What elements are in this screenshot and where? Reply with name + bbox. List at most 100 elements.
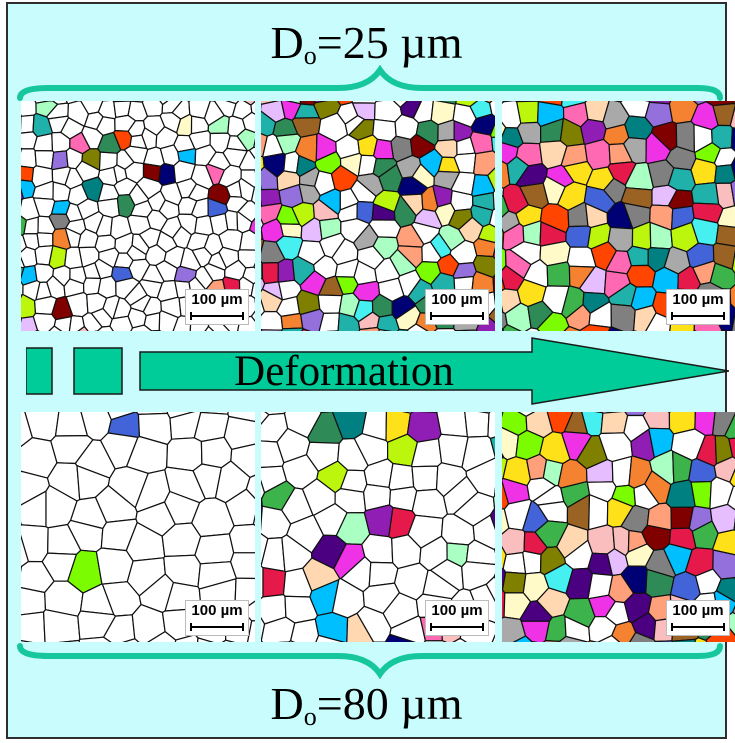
white-grain bbox=[238, 149, 255, 171]
white-grain bbox=[289, 618, 320, 642]
white-grain bbox=[485, 576, 495, 603]
colored-grain bbox=[502, 323, 522, 331]
colored-grain bbox=[281, 327, 304, 331]
micrograph-coarse-stage-1: 100 µm bbox=[21, 412, 255, 642]
colored-grain bbox=[587, 640, 599, 642]
colored-grain bbox=[261, 133, 268, 158]
white-grain bbox=[454, 329, 478, 331]
white-grain bbox=[147, 630, 177, 642]
white-grain bbox=[21, 114, 35, 134]
scale-bar: 100 µm bbox=[425, 600, 489, 636]
colored-grain bbox=[694, 637, 708, 642]
colored-grain bbox=[486, 167, 495, 192]
colored-grain bbox=[515, 101, 540, 124]
colored-grain bbox=[610, 303, 636, 331]
white-grain bbox=[248, 146, 255, 160]
colored-grain bbox=[493, 291, 495, 306]
colored-grain bbox=[363, 504, 394, 538]
white-grain bbox=[524, 327, 541, 331]
white-grain bbox=[261, 310, 284, 331]
white-grain bbox=[436, 412, 469, 438]
colored-grain bbox=[715, 224, 735, 247]
white-grain bbox=[228, 523, 255, 554]
colored-grain bbox=[489, 507, 495, 531]
white-grain bbox=[288, 640, 295, 642]
colored-grain bbox=[690, 157, 718, 186]
white-grain bbox=[247, 620, 255, 642]
colored-grain bbox=[693, 329, 697, 331]
bottom-brace bbox=[17, 643, 723, 680]
white-grain bbox=[96, 325, 114, 331]
micrograph-coarse-stage-3: 100 µm bbox=[502, 412, 735, 642]
colored-grain bbox=[654, 640, 674, 642]
micrograph-fine-stage-2: 100 µm bbox=[261, 101, 495, 331]
colored-grain bbox=[280, 312, 304, 330]
colored-grain bbox=[558, 635, 590, 642]
scale-bar-label: 100 µm bbox=[431, 602, 483, 619]
white-grain bbox=[597, 634, 621, 642]
bottom-grain-size-label: Do=80 µm bbox=[8, 678, 725, 730]
white-grain bbox=[464, 412, 490, 438]
scale-bar-label: 100 µm bbox=[191, 291, 243, 308]
white-grain bbox=[411, 465, 439, 492]
white-grain bbox=[166, 437, 203, 472]
bottom-label-value: =80 µm bbox=[316, 678, 463, 729]
colored-grain bbox=[530, 640, 538, 642]
colored-grain bbox=[626, 245, 649, 267]
colored-grain bbox=[579, 324, 612, 331]
white-grain bbox=[502, 551, 527, 575]
white-grain bbox=[197, 637, 214, 642]
colored-grain bbox=[489, 436, 495, 459]
white-grain bbox=[48, 325, 63, 331]
deformation-label: Deformation bbox=[234, 348, 454, 395]
white-grain bbox=[36, 232, 54, 248]
white-grain bbox=[21, 101, 37, 117]
colored-grain bbox=[731, 310, 735, 331]
scale-bar: 100 µm bbox=[666, 600, 730, 636]
white-grain bbox=[21, 640, 33, 642]
scale-bar: 100 µm bbox=[185, 289, 249, 325]
top-brace bbox=[17, 64, 723, 101]
colored-grain bbox=[563, 325, 581, 331]
colored-grain bbox=[396, 328, 409, 331]
colored-grain bbox=[608, 326, 624, 331]
white-grain bbox=[487, 412, 495, 440]
top-grain-size-label: Do=25 µm bbox=[8, 20, 725, 69]
figure-panel: Do=25 µm 100 µm 100 µm 100 µm Deformatio… bbox=[6, 2, 735, 739]
white-grain bbox=[491, 634, 495, 642]
colored-grain bbox=[490, 136, 495, 154]
white-grain bbox=[194, 533, 235, 565]
white-grain bbox=[522, 550, 542, 575]
white-grain bbox=[151, 329, 162, 331]
colored-grain bbox=[277, 258, 296, 283]
bottom-label-subscript: o bbox=[303, 702, 317, 731]
micrograph-fine-stage-3: 100 µm bbox=[502, 101, 735, 331]
white-grain bbox=[392, 101, 409, 109]
white-grain bbox=[252, 514, 255, 526]
scale-bar-label: 100 µm bbox=[431, 291, 483, 308]
colored-grain bbox=[632, 304, 657, 331]
arrow-dash-1 bbox=[26, 347, 53, 395]
colored-grain bbox=[671, 638, 697, 642]
white-grain bbox=[224, 209, 239, 231]
bottom-label-symbol: D bbox=[270, 678, 304, 729]
white-grain bbox=[406, 323, 429, 331]
arrow-dash-2 bbox=[73, 347, 123, 395]
colored-grain bbox=[587, 524, 616, 555]
colored-grain bbox=[21, 165, 35, 183]
colored-grain bbox=[565, 225, 592, 248]
white-grain bbox=[130, 324, 153, 331]
micrograph-fine-stage-1: 100 µm bbox=[21, 101, 255, 331]
scale-bar: 100 µm bbox=[666, 289, 730, 325]
white-grain bbox=[315, 634, 346, 642]
white-grain bbox=[238, 229, 255, 251]
white-grain bbox=[388, 462, 415, 491]
scale-bar-label: 100 µm bbox=[191, 602, 243, 619]
white-grain bbox=[378, 328, 393, 331]
colored-grain bbox=[536, 311, 570, 331]
colored-grain bbox=[502, 571, 527, 594]
colored-grain bbox=[542, 639, 561, 642]
micrograph-coarse-stage-2: 100 µm bbox=[261, 412, 495, 642]
scale-bar: 100 µm bbox=[185, 600, 249, 636]
white-grain bbox=[109, 315, 134, 331]
